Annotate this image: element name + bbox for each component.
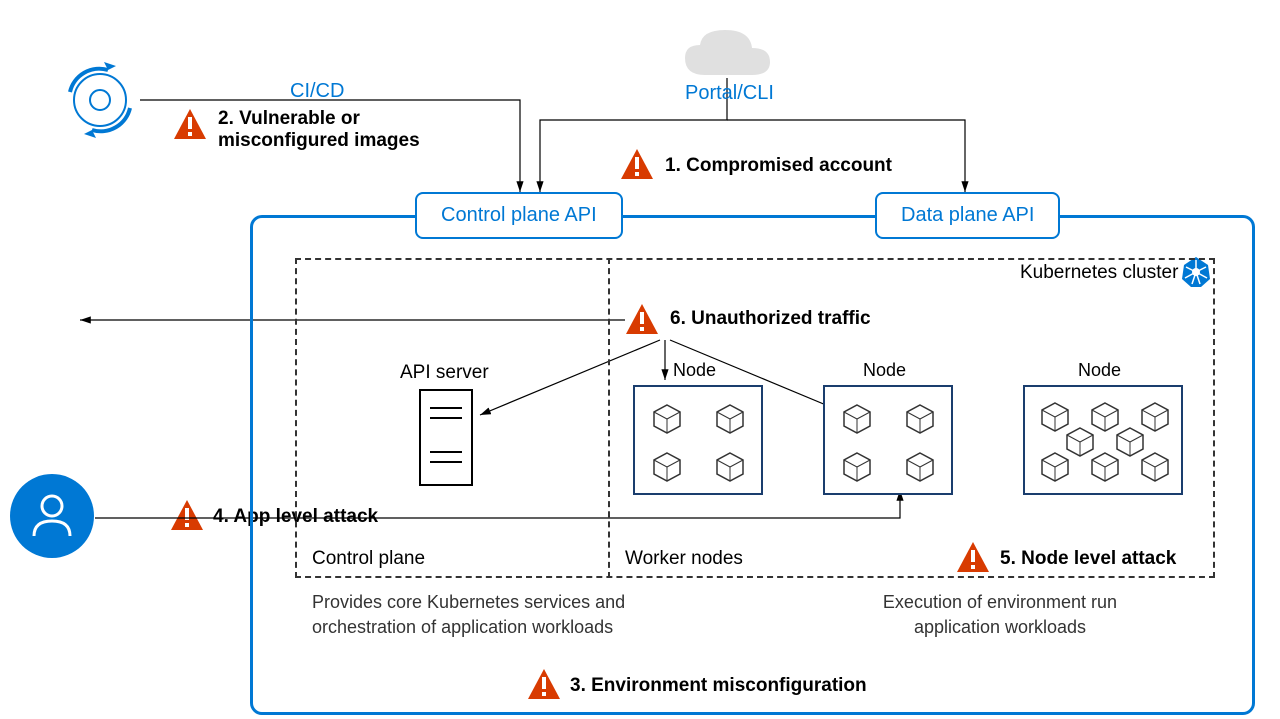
warning-icon-4: [171, 500, 203, 530]
cicd-icon: [70, 62, 130, 138]
user-icon: [10, 474, 94, 558]
warning-icon-1: [621, 149, 653, 179]
cloud-icon: [685, 30, 770, 75]
cluster-divider: [608, 258, 610, 578]
control-plane-api-box: Control plane API: [415, 192, 623, 239]
control-plane-desc: Provides core Kubernetes services and or…: [312, 590, 682, 640]
portal-label: Portal/CLI: [685, 82, 774, 105]
cicd-label: CI/CD: [290, 80, 344, 103]
node-label-3: Node: [1078, 360, 1121, 381]
api-server-label: API server: [400, 362, 489, 384]
node-label-2: Node: [863, 360, 906, 381]
diagram-canvas: CI/CD Portal/CLI 2. Vulnerable or miscon…: [0, 0, 1280, 719]
worker-nodes-desc: Execution of environment run application…: [870, 590, 1130, 640]
threat-1-label: 1. Compromised account: [665, 155, 892, 177]
control-plane-label: Control plane: [312, 548, 425, 570]
worker-nodes-label: Worker nodes: [625, 548, 743, 570]
node-box-3: [1023, 385, 1183, 495]
warning-icon-2: [174, 109, 206, 139]
k8s-cluster-label: Kubernetes cluster: [1020, 262, 1178, 284]
node-label-1: Node: [673, 360, 716, 381]
threat-2-label: 2. Vulnerable or misconfigured images: [218, 108, 448, 152]
data-plane-api-box: Data plane API: [875, 192, 1060, 239]
node-box-2: [823, 385, 953, 495]
node-box-1: [633, 385, 763, 495]
